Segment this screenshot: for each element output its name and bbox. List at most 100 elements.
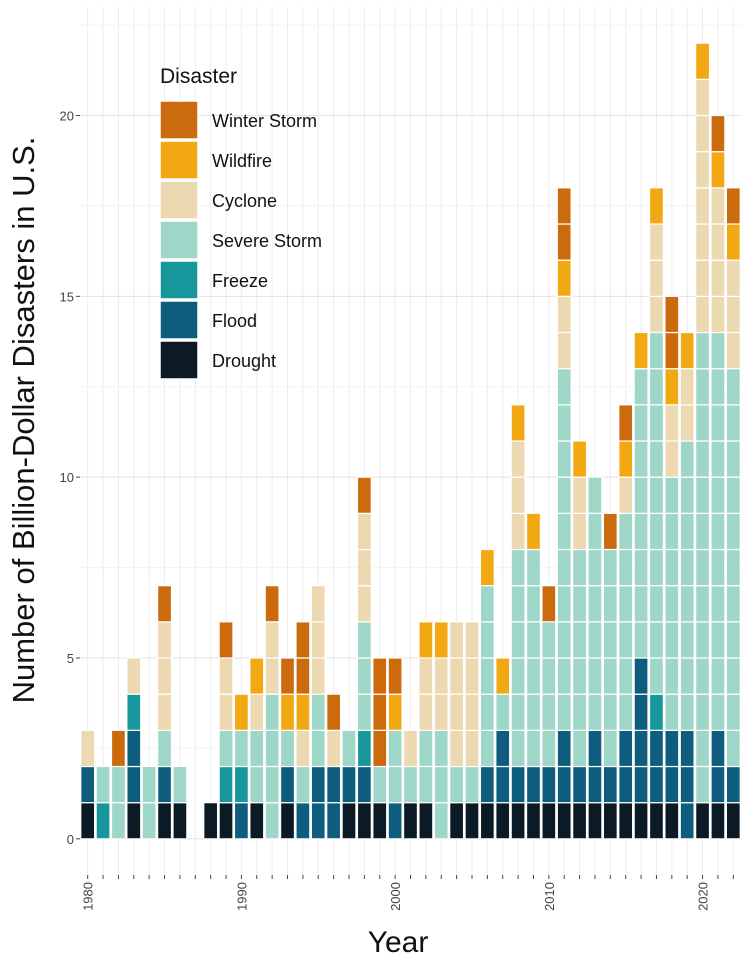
bar-segment-severe-storm (556, 440, 572, 478)
bar-segment-winter-storm (387, 657, 403, 695)
bar-segment-drought (418, 802, 434, 840)
bar-segment-cyclone (310, 585, 326, 623)
bar-segment-severe-storm (710, 512, 726, 551)
bar-segment-severe-storm (249, 729, 265, 768)
bar-segment-winter-storm (725, 187, 741, 225)
x-tick-label: 1990 (234, 882, 249, 911)
bar-segment-cyclone (572, 476, 588, 514)
bar-segment-severe-storm (725, 693, 741, 731)
bar-segment-drought (280, 802, 296, 840)
bar-segment-flood (233, 802, 249, 840)
bar-segment-cyclone (648, 295, 664, 334)
bar-segment-freeze (218, 765, 234, 804)
bar-segment-cyclone (264, 657, 280, 695)
bar-segment-severe-storm (495, 693, 511, 731)
bar-segment-cyclone (433, 693, 449, 731)
bar-segment-severe-storm (264, 693, 280, 731)
bar-segment-cyclone (664, 440, 680, 478)
bar-segment-severe-storm (525, 729, 541, 768)
bar-segment-flood (80, 765, 96, 804)
bar-segment-wildfire (710, 151, 726, 189)
bar-segment-cyclone (157, 657, 173, 695)
bar-segment-severe-storm (648, 512, 664, 551)
bar-segment-cyclone (695, 114, 711, 153)
bar-segment-severe-storm (679, 585, 695, 623)
bar-segment-severe-storm (664, 512, 680, 551)
bar-segment-severe-storm (602, 657, 618, 695)
bar-segment-cyclone (710, 295, 726, 334)
legend-title: Disaster (160, 65, 237, 88)
legend-items: Winter Storm Wildfire Cyclone Severe Storm F… (159, 100, 322, 380)
bar-segment-freeze (233, 765, 249, 804)
bar-segment-severe-storm (725, 657, 741, 695)
bar-segment-cyclone (695, 151, 711, 189)
bar-segment-severe-storm (402, 765, 419, 804)
bar-segment-drought (664, 802, 680, 840)
bar-segment-drought (356, 802, 372, 840)
bar-segment-severe-storm (648, 621, 664, 659)
bar-segment-flood (602, 765, 618, 804)
bar-segment-severe-storm (572, 729, 588, 768)
bar-segment-flood (326, 802, 342, 840)
bar-segment-flood (633, 693, 649, 731)
bar-segment-drought (525, 802, 541, 840)
bar-segment-cyclone (572, 512, 588, 551)
bar-segment-drought (449, 802, 465, 840)
bar-segment-severe-storm (449, 765, 465, 804)
bar-segment-flood (664, 729, 680, 768)
bar-segment-flood (679, 729, 695, 768)
bar-segment-severe-storm (587, 657, 603, 695)
bar-segment-wildfire (479, 548, 495, 587)
bar-segment-drought (572, 802, 588, 840)
bar-segment-severe-storm (249, 765, 265, 804)
bar-segment-drought (633, 802, 649, 840)
bar-segment-severe-storm (541, 621, 557, 659)
bar-segment-flood (341, 765, 357, 804)
bar-segment-severe-storm (525, 585, 541, 623)
bar-segment-cyclone (402, 729, 419, 768)
bar-segment-severe-storm (602, 693, 618, 731)
legend-swatch-drought (159, 340, 199, 380)
bar-segment-severe-storm (433, 729, 449, 768)
bar-segment-wildfire (280, 693, 296, 731)
bar-segment-flood (157, 765, 173, 804)
bar-segment-flood (556, 765, 572, 804)
bar-segment-severe-storm (710, 368, 726, 406)
bar-segment-flood (618, 765, 634, 804)
bar-segment-severe-storm (648, 585, 664, 623)
bar-segment-severe-storm (264, 802, 280, 840)
bar-segment-drought (249, 802, 265, 840)
bar-segment-severe-storm (525, 657, 541, 695)
bar-segment-flood (326, 765, 342, 804)
bar-segment-cyclone (695, 187, 711, 225)
bar-segment-severe-storm (633, 585, 649, 623)
bar-segment-severe-storm (710, 585, 726, 623)
legend-swatch-severe-storm (159, 220, 199, 260)
bar-segment-cyclone (695, 259, 711, 297)
bar-segment-flood (648, 729, 664, 768)
bar-segment-severe-storm (725, 476, 741, 514)
legend-swatch-cyclone (159, 180, 199, 220)
bar-segment-severe-storm (556, 512, 572, 551)
bars (80, 42, 741, 840)
bar-segment-cyclone (218, 693, 234, 731)
bar-segment-severe-storm (510, 657, 526, 695)
bar-segment-severe-storm (710, 331, 726, 370)
legend: Disaster Winter Storm Wildfire Cyclone Seve… (159, 65, 322, 380)
bar-segment-winter-storm (372, 729, 388, 768)
bar-segment-severe-storm (280, 729, 296, 768)
bar-segment-severe-storm (418, 765, 434, 804)
bar-segment-severe-storm (664, 621, 680, 659)
bar-segment-cyclone (710, 259, 726, 297)
bar-segment-severe-storm (679, 621, 695, 659)
bar-segment-cyclone (648, 259, 664, 297)
bar-segment-flood (541, 765, 557, 804)
y-tick-label: 15 (60, 289, 74, 304)
bar-segment-winter-storm (264, 585, 280, 623)
x-axis-ticks: 1980 1990 2000 2010 2020 (81, 875, 734, 911)
bar-segment-severe-storm (695, 440, 711, 478)
bar-segment-severe-storm (633, 548, 649, 587)
bar-segment-drought (372, 802, 388, 840)
bar-segment-flood (387, 802, 403, 840)
